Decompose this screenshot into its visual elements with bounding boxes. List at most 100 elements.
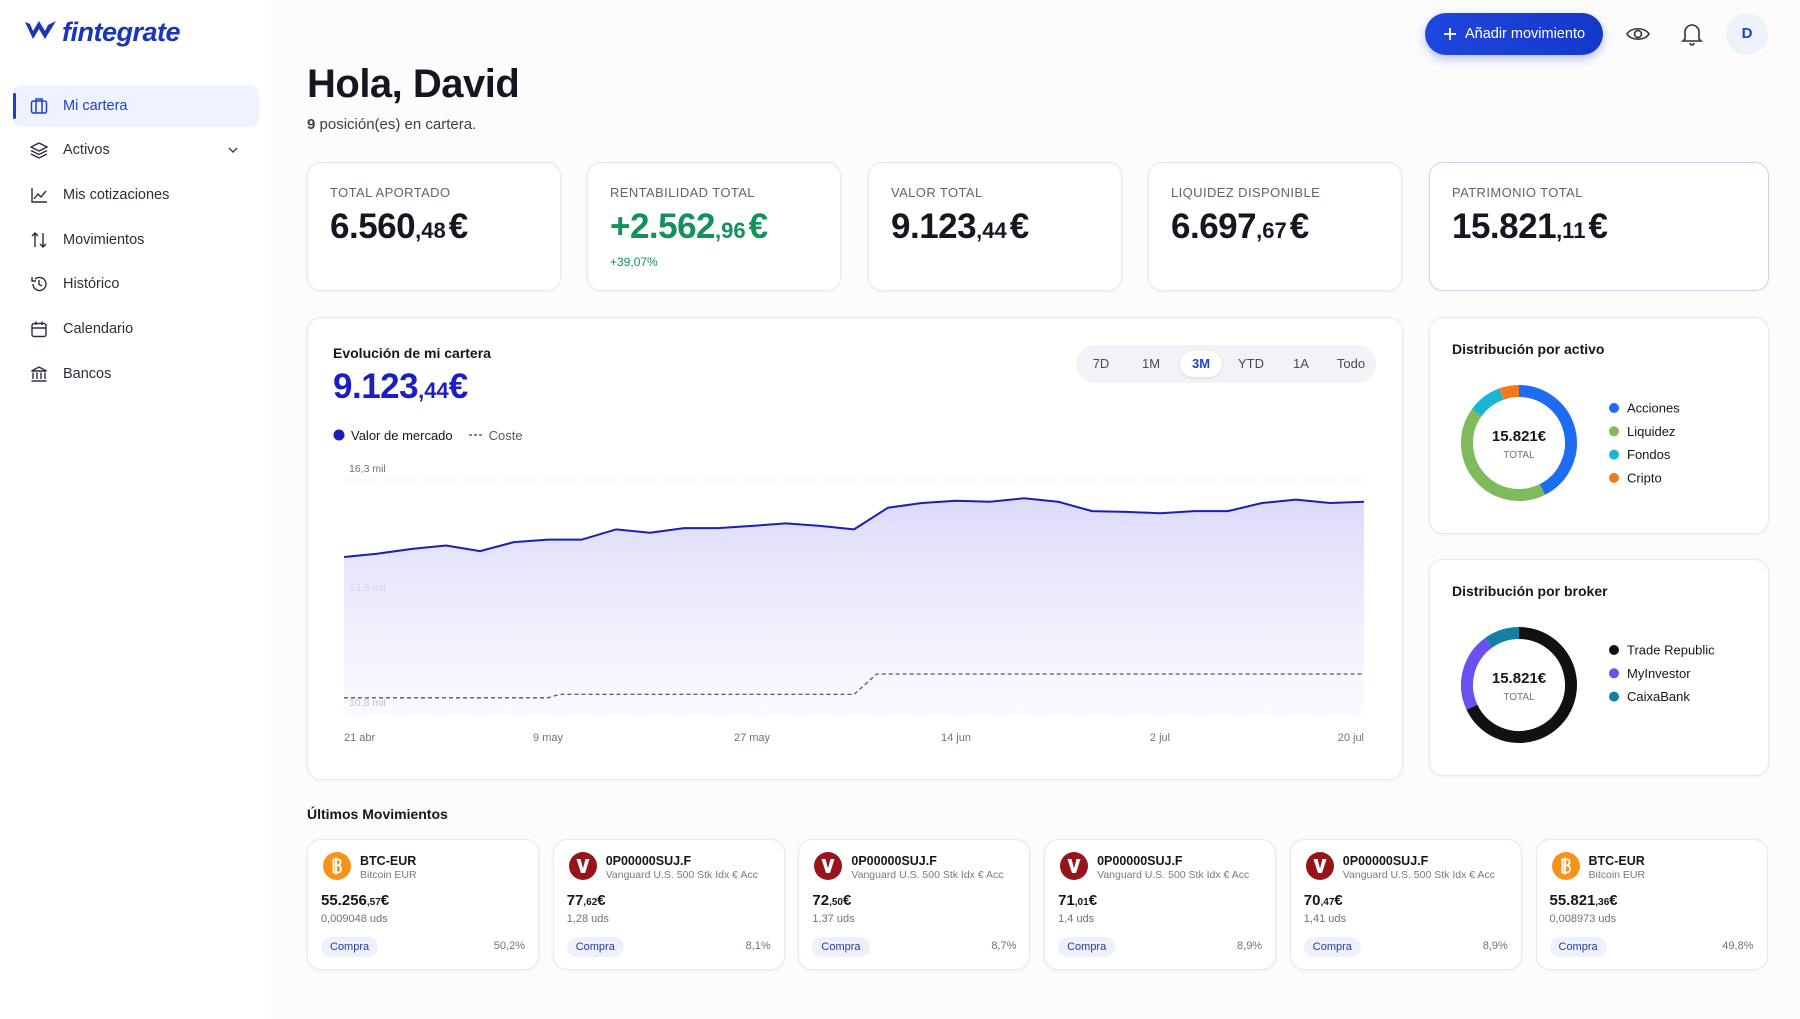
action-tag: Compra bbox=[1058, 937, 1116, 957]
nav-item[interactable]: Movimientos bbox=[13, 219, 259, 261]
value-int: +2.562 bbox=[610, 207, 716, 246]
value-int: 9.123 bbox=[333, 367, 419, 406]
range-option[interactable]: 1A bbox=[1293, 356, 1309, 371]
price-int: 71 bbox=[1058, 892, 1075, 909]
logo[interactable]: fintegrate bbox=[62, 17, 181, 47]
kpi-card: LIQUIDEZ DISPONIBLE 6.697,67€ bbox=[1148, 162, 1402, 291]
value-dec: ,11 bbox=[1556, 218, 1586, 243]
card-title: Distribución por broker bbox=[1452, 583, 1608, 599]
legend-swatch bbox=[468, 434, 483, 436]
chevron[interactable] bbox=[227, 144, 239, 156]
kpi-value: 15.821,11€ bbox=[1452, 207, 1608, 247]
icon bbox=[31, 232, 47, 248]
units: 1,41 uds bbox=[1303, 913, 1346, 925]
icon bbox=[31, 276, 47, 292]
nav-item[interactable]: Mi cartera bbox=[13, 85, 259, 127]
legend-item[interactable]: Valor de mercado bbox=[333, 428, 453, 443]
avatar[interactable]: D bbox=[1726, 13, 1768, 55]
kpi-label: PATRIMONIO TOTAL bbox=[1452, 185, 1583, 200]
portfolio-value: 9.123,44€ bbox=[333, 367, 468, 407]
value-dec: ,96 bbox=[715, 218, 746, 243]
kpi-value: +2.562,96€ bbox=[610, 207, 768, 247]
icon bbox=[31, 366, 47, 382]
range-option[interactable]: Todo bbox=[1336, 356, 1366, 371]
portfolio-card: Evolución de mi cartera 9.123,44€ 7D 1M 3M… bbox=[307, 317, 1403, 780]
kpi-card: RENTABILIDAD TOTAL +2.562,96€ +39,07% bbox=[587, 162, 841, 291]
kpi-label: TOTAL APORTADO bbox=[330, 185, 451, 200]
price-int: 72 bbox=[812, 892, 830, 909]
ticker: BTC-EUR bbox=[360, 854, 417, 868]
range-option[interactable]: 3M bbox=[1180, 351, 1222, 377]
vanguard-icon bbox=[1305, 852, 1334, 880]
price: 55.256,57€ bbox=[321, 892, 389, 910]
kpi-card: TOTAL APORTADO 6.560,48€ bbox=[307, 162, 561, 291]
greeting: Hola, David bbox=[307, 62, 520, 106]
value-int: 6.560 bbox=[330, 207, 416, 246]
range-option[interactable]: 7D bbox=[1092, 356, 1110, 371]
subtitle-text: posición(es) en cartera. bbox=[319, 116, 477, 133]
price-currency: € bbox=[380, 892, 390, 909]
logo-mark bbox=[25, 21, 56, 39]
bitcoin-icon bbox=[323, 852, 351, 880]
price-dec: ,36 bbox=[1595, 897, 1610, 908]
weight: 8,7% bbox=[991, 940, 1017, 952]
movement-card[interactable]: 0P00000SUJ.F Vanguard U.S. 500 Stk Idx €… bbox=[798, 839, 1031, 970]
price: 72,50€ bbox=[812, 892, 851, 910]
nav-label: Movimientos bbox=[63, 232, 145, 248]
vanguard-icon bbox=[1060, 852, 1089, 880]
asset-name: Vanguard U.S. 500 Stk Idx € Acc bbox=[605, 869, 758, 881]
price: 55.821,36€ bbox=[1550, 892, 1618, 910]
movement-card[interactable]: 0P00000SUJ.F Vanguard U.S. 500 Stk Idx €… bbox=[1289, 839, 1522, 970]
asset-name: Bitcoin EUR bbox=[360, 869, 417, 881]
icon bbox=[31, 321, 47, 338]
legend-swatch bbox=[333, 429, 345, 441]
weight: 50,2% bbox=[493, 940, 525, 952]
nav-item[interactable]: Histórico bbox=[13, 263, 259, 305]
action-tag: Compra bbox=[566, 937, 624, 957]
value-currency: € bbox=[448, 367, 468, 406]
range-option[interactable]: YTD bbox=[1238, 356, 1264, 371]
notifications[interactable] bbox=[1681, 22, 1703, 46]
value-currency: € bbox=[1009, 207, 1029, 246]
movement-card[interactable]: BTC-EUR Bitcoin EUR 55.821,36€ 0,008973 … bbox=[1535, 839, 1768, 970]
price-currency: € bbox=[1088, 892, 1098, 909]
action-tag: Compra bbox=[812, 937, 870, 957]
legend-item[interactable]: Coste bbox=[468, 428, 523, 443]
nav-item[interactable]: Calendario bbox=[13, 308, 259, 350]
visibility-toggle[interactable] bbox=[1626, 24, 1650, 44]
value-currency: € bbox=[748, 207, 768, 246]
asset-name: Bitcoin EUR bbox=[1588, 869, 1646, 881]
weight: 49,8% bbox=[1722, 940, 1754, 952]
nav-label: Mis cotizaciones bbox=[63, 187, 170, 203]
value-dec: ,44 bbox=[418, 378, 449, 403]
kpi-value: 9.123,44€ bbox=[891, 207, 1029, 247]
price: 70,47€ bbox=[1304, 892, 1343, 910]
positions-count: 9 bbox=[307, 116, 316, 133]
value-currency: € bbox=[448, 207, 468, 246]
sidebar: fintegrate Mi cartera Activos Mis cotiza… bbox=[0, 0, 271, 1019]
price-dec: ,62 bbox=[583, 897, 598, 908]
bitcoin-icon bbox=[1551, 852, 1580, 880]
weight: 8,9% bbox=[1482, 940, 1508, 952]
portfolio-title: Evolución de mi cartera bbox=[333, 345, 491, 361]
icon bbox=[31, 188, 47, 203]
kpi-label: VALOR TOTAL bbox=[891, 185, 983, 200]
price-currency: € bbox=[1609, 892, 1618, 909]
units: 1,37 uds bbox=[812, 913, 855, 925]
nav-item[interactable]: Bancos bbox=[13, 353, 259, 395]
range-option[interactable]: 1M bbox=[1141, 356, 1161, 371]
value-currency: € bbox=[1289, 207, 1309, 246]
nav-item[interactable]: Activos bbox=[13, 129, 259, 171]
movements-title: Últimos Movimientos bbox=[307, 806, 448, 822]
nav-item[interactable]: Mis cotizaciones bbox=[13, 174, 259, 216]
value-int: 15.821 bbox=[1452, 207, 1557, 246]
kpi-value: 6.560,48€ bbox=[330, 207, 468, 247]
ticker: 0P00000SUJ.F bbox=[1342, 854, 1429, 868]
add-movement-button[interactable]: Añadir movimiento bbox=[1425, 13, 1603, 55]
action-tag: Compra bbox=[321, 937, 379, 957]
movement-card[interactable]: 0P00000SUJ.F Vanguard U.S. 500 Stk Idx €… bbox=[1044, 839, 1277, 970]
units: 0,009048 uds bbox=[321, 913, 388, 925]
movement-card[interactable]: BTC-EUR Bitcoin EUR 55.256,57€ 0,009048 … bbox=[307, 839, 539, 970]
movement-card[interactable]: 0P00000SUJ.F Vanguard U.S. 500 Stk Idx €… bbox=[552, 839, 785, 970]
